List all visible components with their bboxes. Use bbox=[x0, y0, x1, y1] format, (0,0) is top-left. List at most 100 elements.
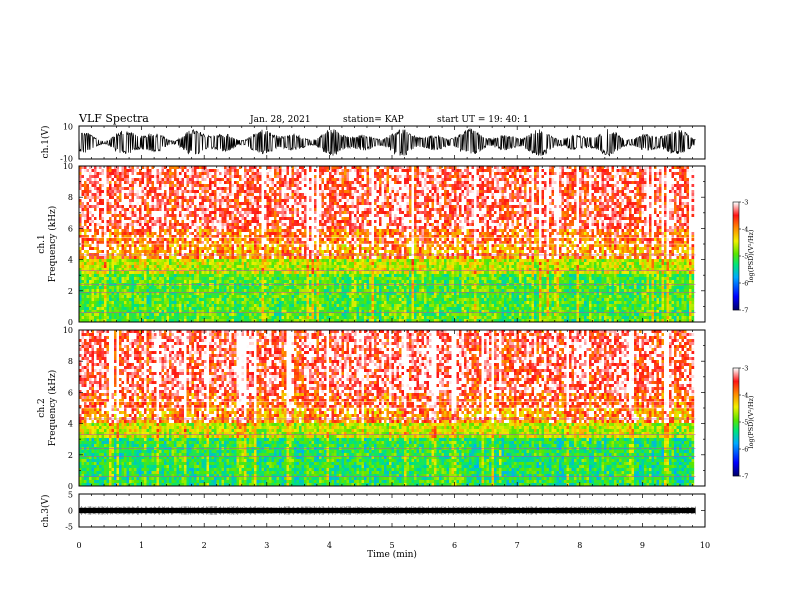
spectrogram-cell bbox=[449, 169, 452, 172]
spectrogram-cell bbox=[107, 205, 110, 208]
spectrogram-cell bbox=[549, 175, 552, 178]
spectrogram-cell bbox=[634, 169, 637, 172]
spectrogram-cell bbox=[322, 178, 325, 181]
spectrogram-cell bbox=[129, 187, 132, 190]
spectrogram-cell bbox=[269, 220, 272, 223]
spectrogram-cell bbox=[202, 169, 205, 172]
spectrogram-cell bbox=[84, 202, 87, 205]
spectrogram-cell bbox=[272, 187, 275, 190]
spectrogram-cell bbox=[174, 208, 177, 211]
spectrogram-cell bbox=[199, 178, 202, 181]
spectrogram-cell bbox=[559, 187, 562, 190]
spectrogram-cell bbox=[297, 205, 300, 208]
spectrogram-cell bbox=[354, 214, 357, 217]
spectrogram-cell bbox=[369, 172, 372, 175]
spectrogram-cell bbox=[162, 190, 165, 193]
spectrogram-cell bbox=[259, 220, 262, 223]
spectrogram-cell bbox=[469, 184, 472, 187]
spectrogram-cell bbox=[162, 214, 165, 217]
spectrogram-cell bbox=[137, 178, 140, 181]
spectrogram-cell bbox=[662, 211, 665, 214]
spectrogram-cell bbox=[152, 217, 155, 220]
spectrogram-cell bbox=[682, 220, 685, 223]
spectrogram-cell bbox=[587, 172, 590, 175]
spectrogram-cell bbox=[172, 223, 175, 226]
spectrogram-cell bbox=[502, 205, 505, 208]
spectrogram-cell bbox=[612, 184, 615, 187]
spectrogram-cell bbox=[449, 196, 452, 199]
spectrogram-cell bbox=[134, 178, 137, 181]
spectrogram-cell bbox=[119, 205, 122, 208]
spectrogram-cell bbox=[314, 190, 317, 193]
spectrogram-cell bbox=[444, 202, 447, 205]
spectrogram-cell bbox=[489, 184, 492, 187]
spectrogram-cell bbox=[322, 211, 325, 214]
spectrogram-cell bbox=[687, 193, 690, 196]
spectrogram-cell bbox=[97, 199, 100, 202]
spectrogram-cell bbox=[434, 196, 437, 199]
spectrogram-cell bbox=[519, 184, 522, 187]
spectrogram-cell bbox=[204, 184, 207, 187]
spectrogram-cell bbox=[267, 217, 270, 220]
spectrogram-cell bbox=[327, 190, 330, 193]
spectrogram-cell bbox=[124, 202, 127, 205]
spectrogram-cell bbox=[617, 175, 620, 178]
spectrogram-cell bbox=[169, 208, 172, 211]
spectrogram-cell bbox=[327, 193, 330, 196]
spectrogram-cell bbox=[127, 205, 130, 208]
spectrogram-cell bbox=[374, 172, 377, 175]
spectrogram-cell bbox=[352, 187, 355, 190]
spectrogram-cell bbox=[404, 169, 407, 172]
spectrogram-cell bbox=[122, 211, 125, 214]
spectrogram-cell bbox=[552, 196, 555, 199]
spectrogram-cell bbox=[252, 217, 255, 220]
spectrogram-cell bbox=[304, 199, 307, 202]
spectrogram-cell bbox=[644, 181, 647, 184]
spectrogram-cell bbox=[579, 205, 582, 208]
spectrogram-cell bbox=[224, 202, 227, 205]
spectrogram-cell bbox=[142, 202, 145, 205]
spectrogram-cell bbox=[289, 205, 292, 208]
spectrogram-cell bbox=[672, 169, 675, 172]
spectrogram-cell bbox=[309, 184, 312, 187]
spectrogram-cell bbox=[379, 205, 382, 208]
spectrogram-cell bbox=[347, 196, 350, 199]
spectrogram-cell bbox=[567, 169, 570, 172]
spectrogram-cell bbox=[247, 187, 250, 190]
spectrogram-cell bbox=[157, 178, 160, 181]
spectrogram-cell bbox=[464, 217, 467, 220]
spectrogram-cell bbox=[112, 205, 115, 208]
spectrogram-cell bbox=[689, 175, 692, 178]
spectrogram-cell bbox=[259, 193, 262, 196]
spectrogram-cell bbox=[384, 175, 387, 178]
spectrogram-cell bbox=[132, 175, 135, 178]
spectrogram-cell bbox=[347, 181, 350, 184]
spectrogram-cell bbox=[119, 199, 122, 202]
spectrogram-cell bbox=[364, 187, 367, 190]
spectrogram-cell bbox=[397, 220, 400, 223]
spectrogram-cell bbox=[394, 202, 397, 205]
spectrogram-cell bbox=[682, 184, 685, 187]
spectrogram-cell bbox=[214, 202, 217, 205]
spectrogram-cell bbox=[254, 214, 257, 217]
spectrogram-cell bbox=[87, 196, 90, 199]
spectrogram-cell bbox=[364, 190, 367, 193]
spectrogram-cell bbox=[519, 193, 522, 196]
spectrogram-cell bbox=[637, 187, 640, 190]
spectrogram-cell bbox=[137, 172, 140, 175]
spectrogram-cell bbox=[177, 223, 180, 226]
spectrogram-cell bbox=[269, 181, 272, 184]
spectrogram-cell bbox=[557, 196, 560, 199]
spectrogram-cell bbox=[654, 208, 657, 211]
spectrogram-cell bbox=[177, 184, 180, 187]
spectrogram-cell bbox=[444, 220, 447, 223]
spectrogram-cell bbox=[212, 172, 215, 175]
spectrogram-cell bbox=[377, 187, 380, 190]
spectrogram-cell bbox=[187, 178, 190, 181]
spectrogram-cell bbox=[494, 187, 497, 190]
spectrogram-cell bbox=[602, 184, 605, 187]
spectrogram-cell bbox=[527, 175, 530, 178]
spectrogram-cell bbox=[92, 181, 95, 184]
spectrogram-cell bbox=[357, 214, 360, 217]
